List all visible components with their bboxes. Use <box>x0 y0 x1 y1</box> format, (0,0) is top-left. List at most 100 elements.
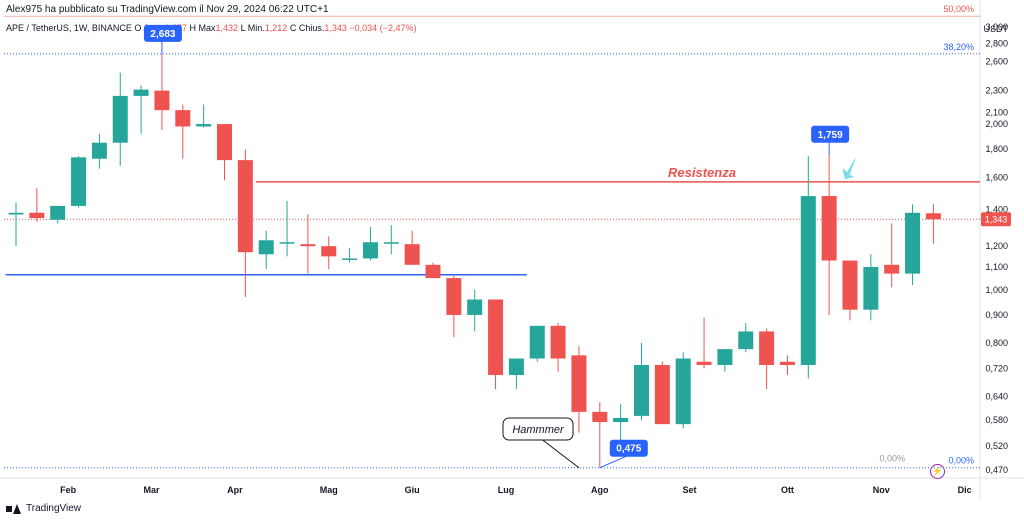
high-text: Max <box>198 23 216 33</box>
x-tick-label: Lug <box>498 485 515 495</box>
candle-body <box>446 278 462 315</box>
y-tick-label: 2,600 <box>985 56 1008 66</box>
candle-body <box>50 205 66 220</box>
candle-body <box>362 242 378 259</box>
candle-body <box>133 89 149 96</box>
fib-level-label: 0,00% <box>948 456 974 466</box>
high-value: 1,432 <box>215 23 239 33</box>
low-label: L <box>240 23 246 33</box>
x-tick-label: Ott <box>781 485 794 495</box>
y-tick-label: 1,000 <box>985 285 1008 295</box>
candle-body <box>112 95 128 143</box>
candle-body <box>404 244 420 265</box>
candle-body <box>613 417 629 423</box>
candle-body <box>425 264 441 279</box>
symbol-name: APE / TetherUS, 1W, BINANCE <box>6 23 132 33</box>
footer-brand: TradingView <box>26 503 82 514</box>
resistance-label: Resistenza <box>668 165 736 180</box>
candle-body <box>717 349 733 365</box>
annotation-label: Hammmer <box>512 424 565 436</box>
y-tick-label: 0,470 <box>985 465 1008 475</box>
annotation-pointer <box>539 437 580 469</box>
x-tick-label: Dic <box>958 485 972 495</box>
x-tick-label: Giu <box>405 485 420 495</box>
candle-body <box>925 213 941 220</box>
tradingview-logo-icon <box>6 503 22 514</box>
candle-body <box>779 361 795 365</box>
candle-body <box>529 325 545 359</box>
y-tick-label: 2,300 <box>985 86 1008 96</box>
y-tick-label: 1,600 <box>985 172 1008 182</box>
callout-box <box>143 24 182 42</box>
candle-body <box>488 299 504 376</box>
candle-body <box>842 260 858 310</box>
current-price-tag <box>981 212 1011 227</box>
y-tick-label: 2,000 <box>985 119 1008 129</box>
y-tick-label: 1,100 <box>985 262 1008 272</box>
x-tick-label: Mag <box>320 485 338 495</box>
callout-pointer <box>599 455 628 469</box>
candle-body <box>800 196 816 365</box>
candle-body <box>821 196 837 261</box>
callout-box <box>811 125 850 143</box>
fib-level-label: 50,00% <box>943 4 974 14</box>
high-label: H <box>189 23 197 33</box>
y-tick-label: 1,400 <box>985 204 1008 214</box>
candle-body <box>91 142 107 159</box>
candle-body <box>508 358 524 376</box>
candle-body <box>592 411 608 423</box>
candle-body <box>217 124 232 161</box>
x-tick-label: Feb <box>60 485 77 495</box>
candle-body <box>905 212 921 274</box>
candle-body <box>696 361 712 365</box>
candle-body <box>175 110 191 127</box>
annotation-box <box>502 417 574 441</box>
y-tick-label: 1,200 <box>985 241 1008 251</box>
candle-body <box>884 264 900 274</box>
y-tick-label: 0,640 <box>985 391 1008 401</box>
low-value: 1,212 <box>264 23 288 33</box>
x-tick-label: Apr <box>227 485 243 495</box>
y-tick-label: 2,100 <box>985 107 1008 117</box>
open-label: O <box>134 23 142 33</box>
y-tick-label: 0,900 <box>985 310 1008 320</box>
x-tick-label: Set <box>682 485 696 495</box>
close-text: Chius. <box>298 23 325 33</box>
candle-body <box>29 212 45 219</box>
x-tick-label: Nov <box>873 485 890 495</box>
footer: TradingView <box>6 503 81 514</box>
close-value: 1,343 <box>324 23 347 33</box>
candle-body <box>738 331 754 350</box>
candle-body <box>571 355 587 412</box>
fib-level-label: 38,20% <box>943 42 974 52</box>
current-price-tag-label: 1,343 <box>985 214 1008 224</box>
y-tick-label: 2,800 <box>985 39 1008 49</box>
candle-body <box>675 358 691 425</box>
candle-body <box>654 364 670 425</box>
y-tick-label: 3,000 <box>985 22 1008 32</box>
low-text: Min. <box>247 23 265 33</box>
pointer-arrow-icon <box>842 158 856 180</box>
candle-body <box>71 157 87 206</box>
candle-body <box>863 266 879 310</box>
callout-label: 1,759 <box>818 130 843 141</box>
candle-body <box>154 90 170 111</box>
lightning-icon[interactable]: ⚡ <box>930 464 945 479</box>
y-tick-label: 0,800 <box>985 338 1008 348</box>
candle-body <box>342 258 358 260</box>
close-label: C <box>289 23 297 33</box>
y-tick-label: 0,580 <box>985 415 1008 425</box>
y-tick-label: 0,720 <box>985 363 1008 373</box>
candle-body <box>550 325 566 359</box>
callout-box <box>609 439 648 457</box>
y-tick-label: 0,520 <box>985 441 1008 451</box>
candle-body <box>279 242 295 244</box>
candle-body <box>300 244 316 247</box>
candle-body <box>467 299 483 315</box>
y-tick-label: 1,800 <box>985 144 1008 154</box>
change-value: −0,034 (−2,47%) <box>349 23 417 33</box>
fib-level-label-secondary: 0,00% <box>879 454 905 464</box>
candle-body <box>8 212 24 215</box>
candle-body <box>237 160 253 253</box>
